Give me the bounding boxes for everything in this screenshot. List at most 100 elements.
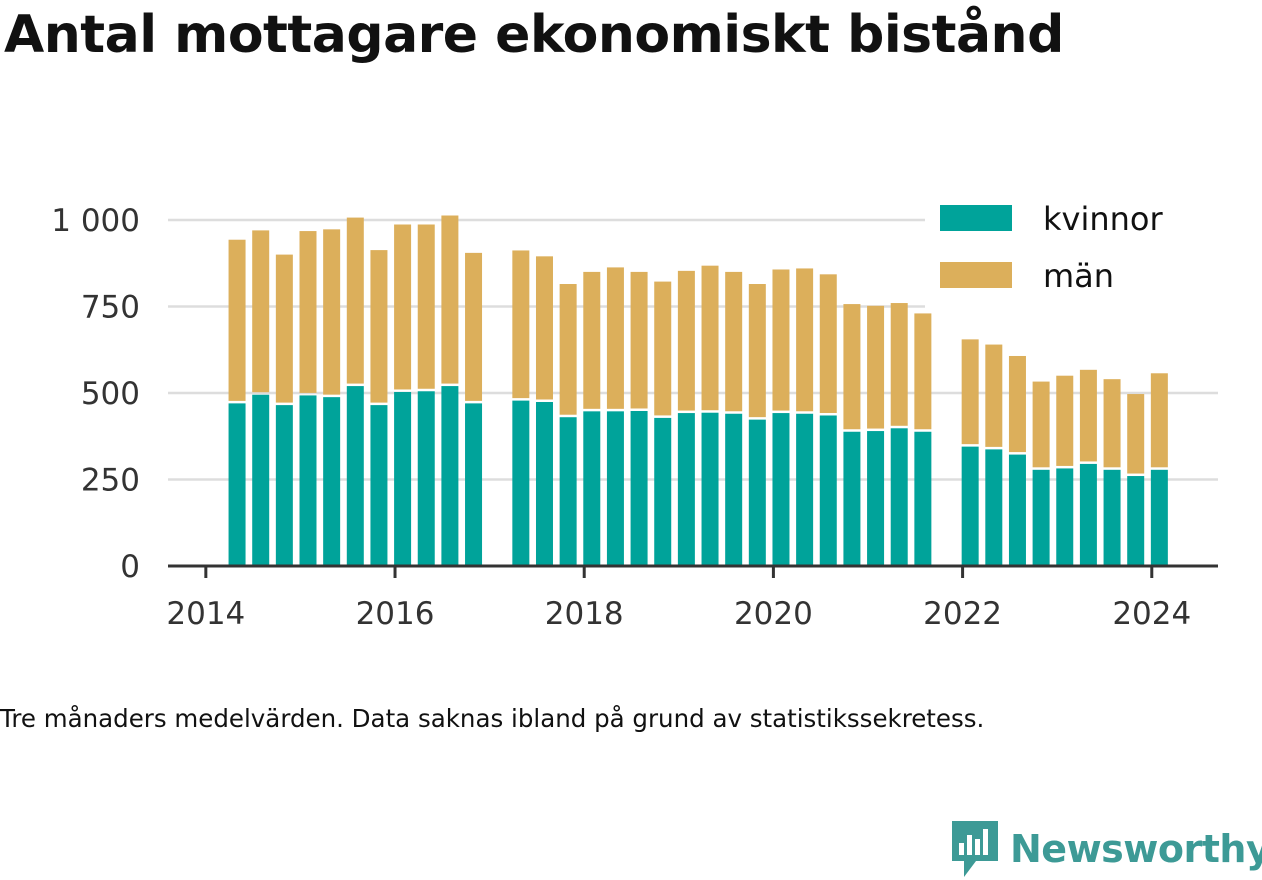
bar-kvinnor [772,413,790,566]
brand-logo[interactable]: Newsworthy [950,818,1262,880]
y-tick-label: 1 000 [51,203,140,239]
bar-man [1127,394,1145,474]
bar-kvinnor [370,405,388,566]
y-tick-label: 250 [81,463,140,499]
bar-kvinnor [228,403,246,566]
x-tick-label: 2024 [1112,596,1191,632]
bar-man [606,267,624,409]
bar-man [985,344,1003,447]
bar-man [1056,375,1074,466]
brand-name: Newsworthy [1010,827,1262,871]
bar-kvinnor [961,446,979,566]
bar-man [748,284,766,418]
bar-kvinnor [1032,469,1050,566]
legend: kvinnor män [925,193,1225,308]
y-tick-label: 0 [120,549,140,585]
bar-man [843,304,861,430]
y-tick-label: 750 [81,290,140,326]
bar-man [654,281,672,416]
bar-kvinnor [583,411,601,566]
bar-kvinnor [1103,469,1121,566]
bar-kvinnor [890,428,908,566]
bar-man [630,271,648,409]
bar-man [772,269,790,411]
bar-man [961,339,979,445]
bar-man [867,305,885,429]
bar-man [1008,355,1026,453]
bar-kvinnor [1079,463,1097,566]
bar-man [346,217,364,384]
bar-kvinnor [323,397,341,566]
x-tick-label: 2022 [923,596,1002,632]
bar-kvinnor [559,417,577,566]
bar-man [819,274,837,413]
bar-man [417,224,435,389]
bar-kvinnor [867,431,885,566]
bar-man [890,303,908,426]
y-tick-label: 500 [81,376,140,412]
bar-man [1150,373,1168,468]
page-title: Antal mottagare ekonomiskt bistånd [4,5,1064,65]
bar-kvinnor [1150,469,1168,566]
bar-man [394,224,412,390]
bar-kvinnor [677,413,695,566]
bar-man [465,252,483,401]
bar-man [583,271,601,409]
y-axis: 0 250 500 750 1 000 [51,203,140,585]
bar-kvinnor [819,415,837,566]
bar-man [275,254,293,403]
bar-man [323,229,341,395]
bar-man [796,268,814,412]
bar-kvinnor [914,431,932,566]
bar-kvinnor [1056,468,1074,566]
bar-kvinnor [654,417,672,566]
x-tick-label: 2014 [166,596,245,632]
legend-swatch-man [940,262,1012,288]
bar-kvinnor [843,431,861,566]
bars [228,215,1168,566]
bar-kvinnor [465,403,483,566]
bar-man [1103,379,1121,468]
bar-kvinnor [299,395,317,566]
bar-man [299,231,317,393]
bar-kvinnor [441,386,459,566]
bar-kvinnor [512,400,530,566]
bar-kvinnor [701,412,719,566]
legend-swatch-kvinnor [940,205,1012,231]
bar-man [1032,381,1050,468]
bar-kvinnor [275,405,293,566]
bar-man [725,271,743,412]
x-tick-label: 2016 [356,596,435,632]
bar-kvinnor [535,401,553,566]
bar-man [677,270,695,411]
bar-kvinnor [252,394,270,566]
footnote: Tre månaders medelvärden. Data saknas ib… [0,704,985,733]
bar-kvinnor [1008,454,1026,566]
x-tick-label: 2020 [734,596,813,632]
bar-man [535,256,553,400]
legend-label-kvinnor: kvinnor [1043,200,1164,238]
bar-man [441,215,459,384]
legend-label-man: män [1043,257,1114,295]
bar-kvinnor [417,391,435,566]
bar-kvinnor [748,419,766,566]
newsworthy-logo-icon [952,821,998,877]
bar-kvinnor [796,413,814,566]
x-tick-label: 2018 [545,596,624,632]
bar-man [1079,369,1097,462]
bar-man [914,313,932,430]
bar-kvinnor [346,386,364,566]
bar-kvinnor [394,391,412,566]
x-axis: 2014 2016 2018 2020 2022 2024 [166,564,1218,632]
bar-kvinnor [725,413,743,566]
bar-kvinnor [1127,476,1145,566]
bar-man [252,230,270,393]
bar-man [228,239,246,401]
bar-kvinnor [985,449,1003,566]
bar-man [559,284,577,415]
bar-man [701,265,719,411]
bar-kvinnor [606,411,624,566]
chart: 0 250 500 750 1 000 2014 2016 2018 2020 2022 2024… [51,193,1225,632]
bar-man [370,250,388,403]
bar-kvinnor [630,410,648,566]
